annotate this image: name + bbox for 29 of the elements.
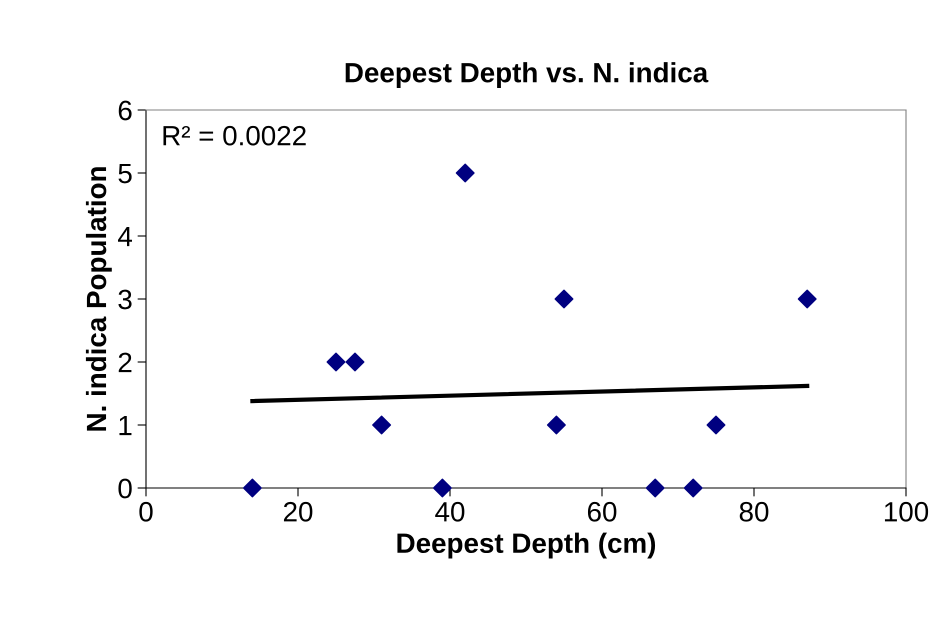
point xyxy=(456,164,475,182)
y-tick-label: 3 xyxy=(118,290,132,310)
point xyxy=(706,416,726,434)
point xyxy=(242,478,262,498)
point xyxy=(646,478,665,498)
y-axis-title: N. indica Population xyxy=(86,167,112,431)
point xyxy=(798,290,817,308)
point xyxy=(684,478,703,498)
point xyxy=(346,352,364,372)
x-axis-title: Deepest Depth (cm) xyxy=(397,532,656,559)
x-tick-label: 20 xyxy=(284,502,312,522)
y-tick-label: 5 xyxy=(118,164,132,184)
point xyxy=(554,290,574,308)
y-tick-label: 6 xyxy=(118,100,132,120)
x-tick-label: 40 xyxy=(435,502,464,522)
x-tick-label: 0 xyxy=(139,502,153,522)
x-tick-label: 80 xyxy=(740,502,768,522)
y-tick-label: 4 xyxy=(118,226,132,246)
chart-title: Deepest Depth vs. N. indica xyxy=(346,62,708,88)
point xyxy=(432,478,452,498)
y-tick-label: 0 xyxy=(118,478,132,498)
y-tick-label: 1 xyxy=(119,416,132,436)
x-tick-label: 100 xyxy=(884,502,928,522)
annotation: R² = 0.0022 xyxy=(163,126,306,146)
y-tick-label: 2 xyxy=(118,352,132,372)
x-tick-label: 60 xyxy=(588,502,616,522)
point xyxy=(326,352,346,372)
point xyxy=(546,416,566,434)
point xyxy=(372,416,392,434)
